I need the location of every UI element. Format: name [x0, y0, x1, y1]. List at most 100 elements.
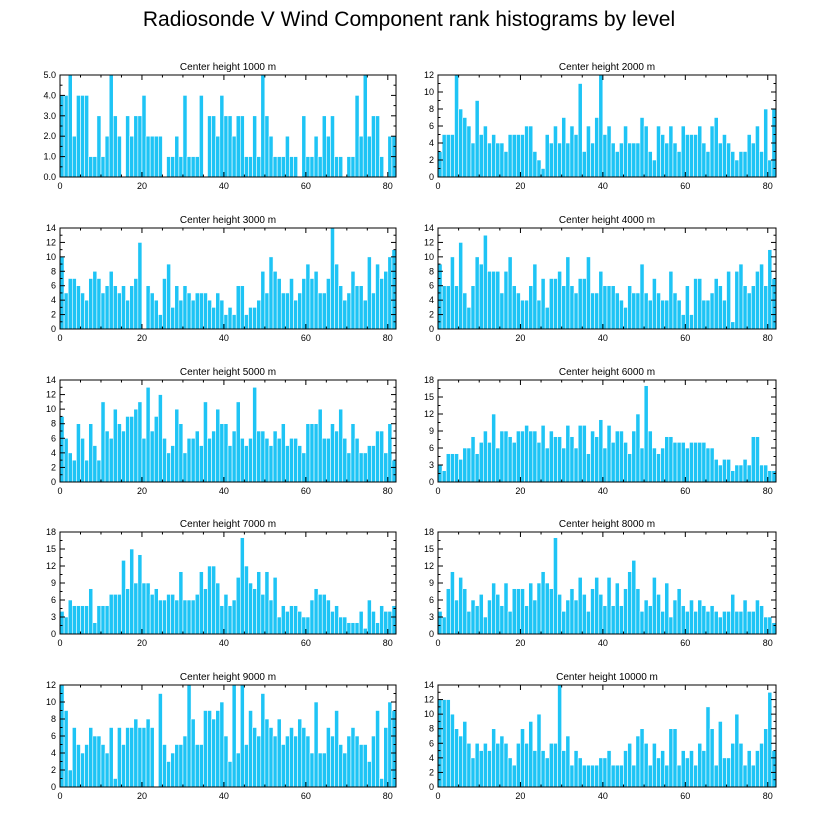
- histogram-bar: [647, 430, 653, 483]
- histogram-bar: [598, 594, 604, 635]
- y-tick-label: 9: [429, 426, 434, 436]
- histogram-bar: [186, 437, 192, 483]
- histogram-bar: [561, 750, 567, 788]
- histogram-bar: [71, 135, 77, 178]
- histogram-bar: [301, 278, 307, 330]
- histogram-bar: [137, 727, 143, 788]
- histogram-bar: [211, 718, 217, 788]
- x-tick-label: 20: [515, 486, 525, 496]
- histogram-bar: [321, 752, 327, 788]
- histogram-bar: [553, 537, 558, 635]
- histogram-bar: [194, 156, 200, 178]
- histogram-bar: [730, 742, 736, 788]
- panel-9: Center height 9000 m 0 20 40 60 80 0 2 4 6 8 10 12: [46, 672, 397, 801]
- histogram-bar: [125, 588, 130, 635]
- histogram-bar: [317, 408, 323, 483]
- histogram-bar: [137, 401, 143, 483]
- x-tick-label: 40: [598, 791, 608, 801]
- histogram-bar: [474, 256, 480, 330]
- histogram-bar: [199, 571, 204, 635]
- y-tick-label: 18: [46, 527, 56, 537]
- histogram-bar: [297, 445, 303, 483]
- histogram-bar: [495, 742, 501, 788]
- histogram-bar: [227, 307, 233, 330]
- histogram-bar: [569, 285, 575, 330]
- histogram-bar: [166, 263, 171, 330]
- histogram-bar: [153, 416, 159, 483]
- y-tick-label: 10: [424, 709, 434, 719]
- y-tick-label: 4: [51, 448, 56, 458]
- histogram-bar: [722, 459, 727, 483]
- histogram-bar: [606, 577, 612, 635]
- histogram-bar: [227, 761, 233, 788]
- y-tick-label: 0: [51, 477, 56, 487]
- histogram-bar: [478, 263, 484, 330]
- x-tick-label: 60: [301, 791, 311, 801]
- histogram-bar: [301, 616, 307, 635]
- histogram-bar: [746, 611, 752, 635]
- y-tick-label: 14: [46, 223, 56, 233]
- histogram-bar: [100, 292, 106, 330]
- histogram-bar: [223, 423, 229, 483]
- histogram-bar: [121, 430, 126, 483]
- histogram-bar: [211, 307, 217, 330]
- histogram-bar: [330, 227, 335, 330]
- histogram-bar: [524, 605, 529, 635]
- histogram-bar: [767, 616, 773, 635]
- histogram-bar: [755, 750, 760, 788]
- histogram-bar: [313, 588, 319, 635]
- histogram-bar: [285, 292, 290, 330]
- histogram-bar: [685, 285, 690, 330]
- histogram-bar: [354, 437, 360, 483]
- histogram-bar: [516, 292, 521, 330]
- histogram-bar: [483, 616, 488, 635]
- histogram-bar: [252, 588, 257, 635]
- histogram-bar: [63, 437, 69, 483]
- histogram-bar: [717, 721, 723, 788]
- histogram-bar: [338, 156, 344, 178]
- histogram-bar: [235, 577, 241, 635]
- histogram-bar: [174, 599, 180, 635]
- histogram-bar: [643, 292, 649, 330]
- histogram-bar: [528, 430, 534, 483]
- histogram-bar: [317, 752, 323, 788]
- histogram-bar: [680, 442, 686, 483]
- histogram-bar: [235, 115, 241, 178]
- histogram-bar: [305, 735, 311, 788]
- histogram-bar: [705, 151, 711, 178]
- histogram-bar: [705, 706, 711, 788]
- histogram-bar: [581, 151, 587, 178]
- y-tick-label: 12: [46, 561, 56, 571]
- histogram-bar: [309, 278, 315, 330]
- histogram-bar: [280, 423, 286, 483]
- histogram-bar: [532, 151, 538, 178]
- x-tick-label: 0: [435, 333, 440, 343]
- histogram-bar: [334, 430, 339, 483]
- histogram-bar: [466, 611, 472, 635]
- histogram-bar: [709, 728, 715, 788]
- histogram-bar: [207, 437, 212, 483]
- y-tick-label: 2: [51, 462, 56, 472]
- histogram-bar: [346, 622, 352, 635]
- histogram-bar: [256, 571, 262, 635]
- histogram-bar: [495, 142, 501, 178]
- histogram-bar: [483, 125, 488, 178]
- histogram-bar: [759, 742, 764, 788]
- histogram-bar: [680, 605, 686, 635]
- histogram-bar: [664, 436, 670, 483]
- histogram-bar: [742, 459, 748, 483]
- histogram-bar: [676, 299, 682, 330]
- histogram-bar: [239, 437, 245, 483]
- histogram-bar: [96, 278, 102, 330]
- y-tick-label: 2: [429, 310, 434, 320]
- histogram-bar: [289, 437, 294, 483]
- panel-title: Center height 5000 m: [180, 367, 276, 378]
- histogram-bar: [219, 423, 225, 483]
- histogram-bar: [133, 408, 139, 483]
- histogram-bar: [635, 142, 641, 178]
- x-tick-label: 40: [219, 181, 229, 191]
- histogram-bar: [577, 83, 583, 178]
- histogram-bar: [627, 742, 633, 788]
- histogram-bar: [664, 299, 670, 330]
- y-tick-label: 9: [429, 578, 434, 588]
